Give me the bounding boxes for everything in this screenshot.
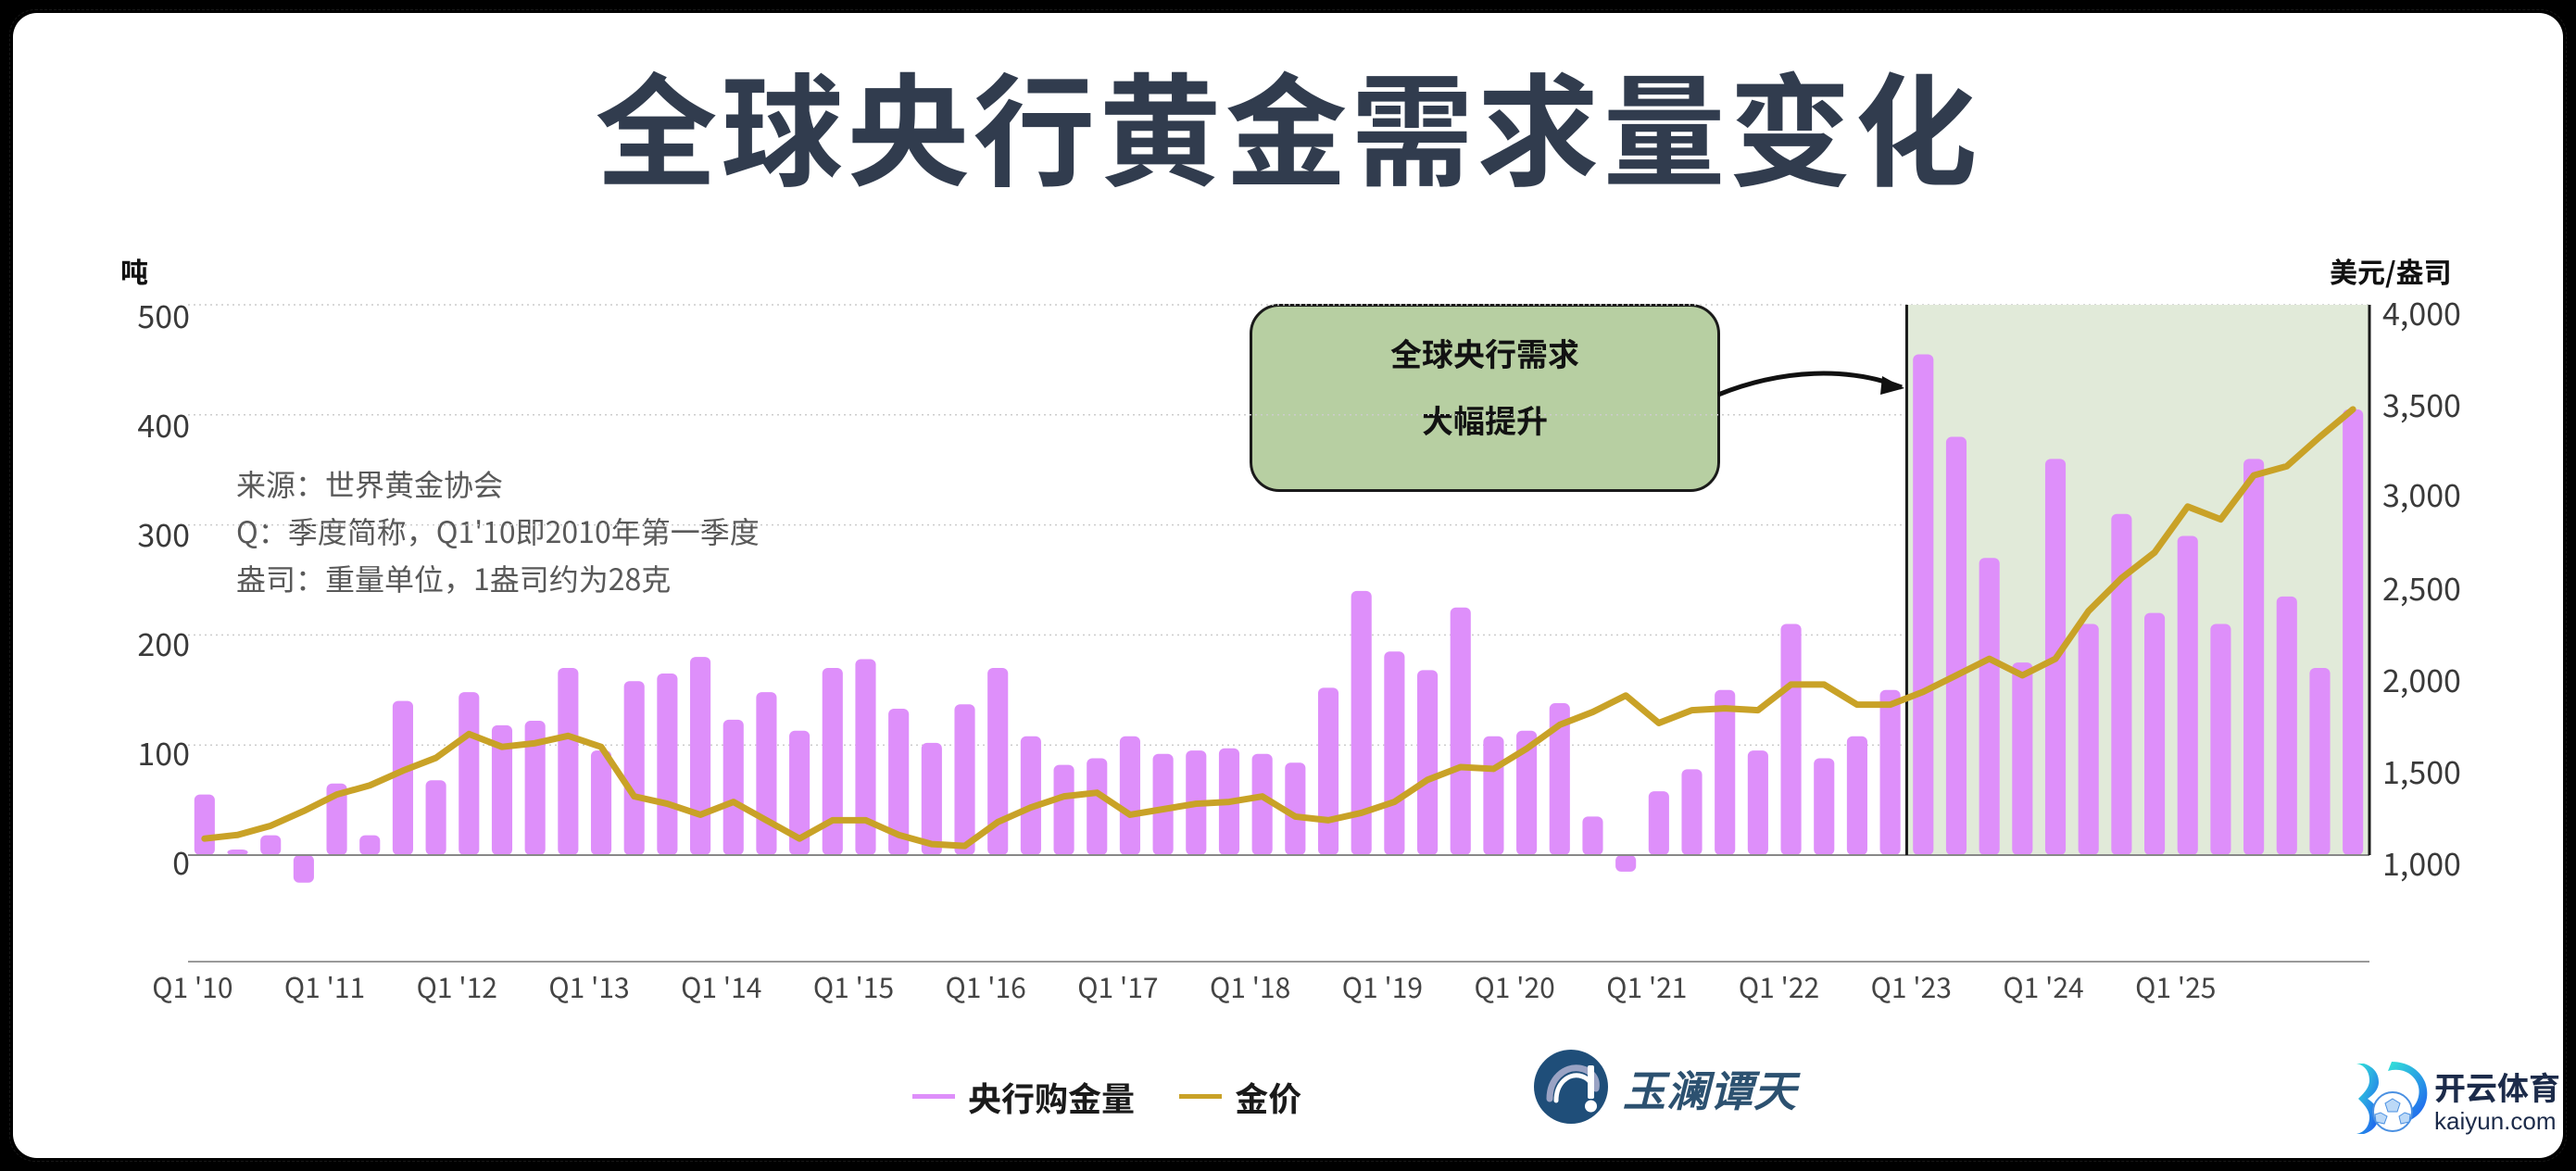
svg-text:Q1 '16: Q1 '16 (946, 965, 1026, 1006)
svg-text:Q1 '25: Q1 '25 (2135, 965, 2216, 1006)
svg-text:Q1 '20: Q1 '20 (1474, 965, 1554, 1006)
svg-text:Q1 '13: Q1 '13 (548, 965, 629, 1006)
svg-text:Q1 '18: Q1 '18 (1210, 965, 1290, 1006)
svg-text:Q1 '12: Q1 '12 (417, 965, 497, 1006)
svg-text:Q1 '23: Q1 '23 (1871, 965, 1952, 1006)
svg-text:Q1 '14: Q1 '14 (681, 965, 761, 1006)
svg-text:Q1 '10: Q1 '10 (152, 965, 232, 1006)
svg-text:Q1 '24: Q1 '24 (2003, 965, 2083, 1006)
svg-text:Q1 '21: Q1 '21 (1606, 965, 1687, 1006)
svg-text:Q1 '19: Q1 '19 (1342, 965, 1423, 1006)
svg-text:Q1 '15: Q1 '15 (813, 965, 894, 1006)
svg-text:Q1 '11: Q1 '11 (284, 965, 365, 1006)
svg-text:Q1 '17: Q1 '17 (1077, 965, 1158, 1006)
svg-text:Q1 '22: Q1 '22 (1739, 965, 1819, 1006)
